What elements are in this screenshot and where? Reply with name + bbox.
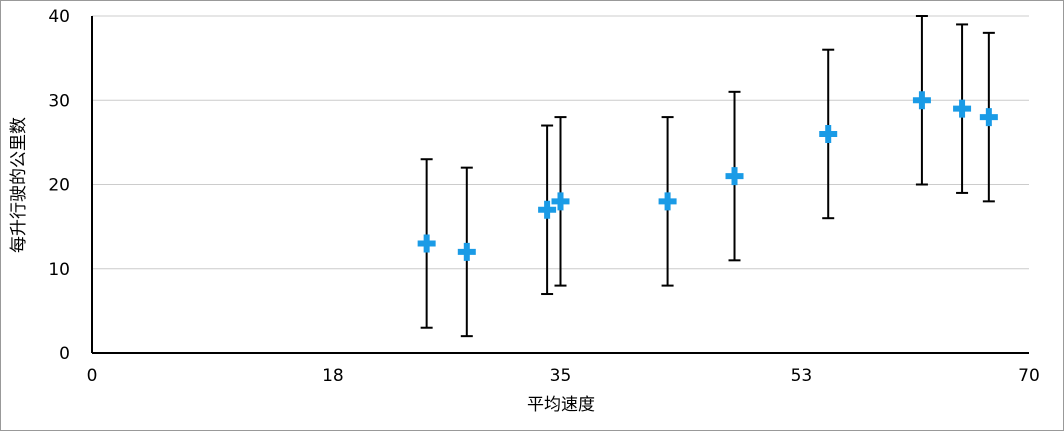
y-tick-label: 30: [48, 91, 70, 111]
point: [417, 234, 436, 253]
y-tick-label: 10: [48, 260, 70, 280]
y-tick-label: 40: [48, 7, 70, 27]
x-tick-label: 18: [322, 366, 344, 386]
point: [538, 200, 557, 219]
point: [658, 192, 677, 211]
x-tick-label: 0: [87, 366, 98, 386]
point: [912, 91, 931, 110]
x-tick-label: 70: [1018, 366, 1040, 386]
x-axis-label: 平均速度: [527, 395, 595, 415]
point: [953, 99, 972, 118]
y-tick-label: 20: [48, 176, 70, 196]
point: [457, 242, 476, 261]
y-tick-label: 0: [59, 344, 70, 364]
point: [551, 192, 570, 211]
x-tick-label: 53: [791, 366, 813, 386]
point: [819, 124, 838, 143]
x-tick-label: 35: [550, 366, 572, 386]
point: [725, 167, 744, 186]
y-axis-label: 每升行驶的公里数: [9, 117, 29, 253]
point: [979, 108, 998, 127]
